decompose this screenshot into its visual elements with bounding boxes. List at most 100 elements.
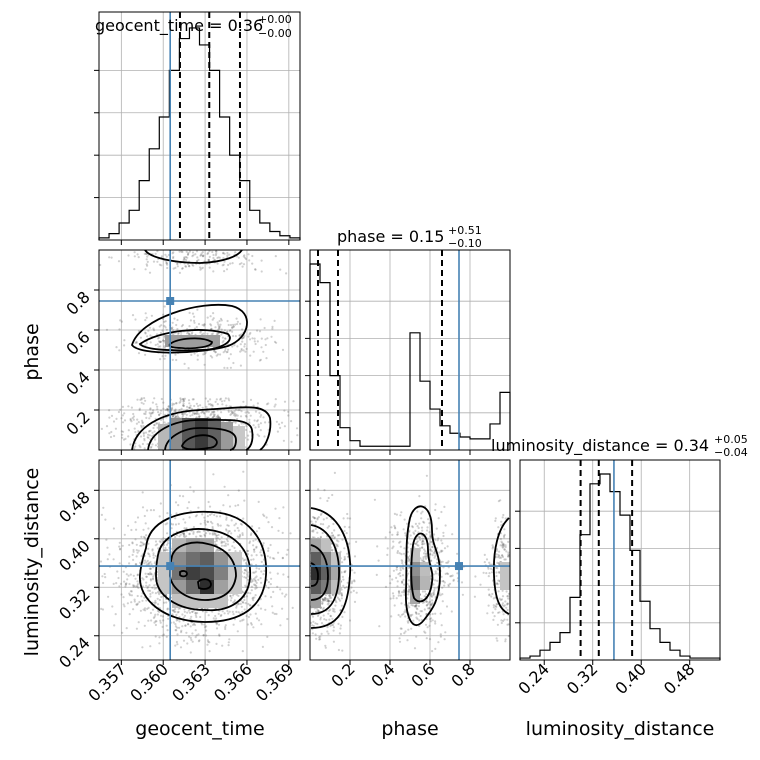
sample-point [318,638,321,641]
sample-point [184,255,188,259]
sample-point [154,343,157,347]
sample-point [101,608,105,611]
sample-point [227,397,230,400]
sample-point [209,520,213,524]
density-cell [165,335,220,347]
sample-point [244,428,248,431]
sample-point [216,409,219,412]
sample-point [149,408,152,411]
sample-point [165,601,168,604]
sample-point [144,268,147,271]
sample-point [225,404,228,407]
sample-point [218,326,221,329]
sample-point [407,602,411,605]
x-tick-label-luminosity-distance: 0.24 [514,659,553,698]
sample-point [399,574,402,578]
sample-point [441,560,444,563]
sample-point [137,549,140,552]
sample-point [216,523,219,526]
sample-point [211,416,214,419]
sample-point [151,443,154,446]
sample-point [211,318,214,321]
sample-point [485,558,489,561]
sample-point [149,567,152,570]
sample-point [226,330,229,333]
sample-point [140,424,143,427]
sample-point [133,427,136,430]
sample-point [252,558,255,561]
sample-point [419,538,422,541]
sample-point [187,251,190,255]
sample-point [214,326,217,329]
sample-point [178,408,181,412]
sample-point [143,397,146,400]
sample-point [227,494,230,497]
sample-point [152,616,155,620]
sample-point [191,255,194,258]
sample-point [165,624,168,627]
sample-point [121,631,124,634]
sample-point [237,409,240,412]
sample-point [141,491,144,494]
sample-point [142,432,145,435]
sample-point [216,414,220,417]
sample-point [159,541,162,544]
sample-point [194,636,197,639]
sample-point [158,515,161,518]
sample-point [506,602,509,605]
sample-point [182,259,185,262]
sample-point [146,260,149,263]
sample-point [112,527,115,530]
xlabel-geocent-time: geocent_time [135,718,264,740]
ylabel-luminosity-distance: luminosity_distance [21,468,43,657]
sample-point [214,614,217,618]
sample-point [329,614,332,618]
sample-point [219,398,222,401]
sample-point [177,504,180,507]
sample-point [384,536,387,539]
sample-point [158,263,161,266]
sample-point [395,568,398,571]
sample-point [247,253,250,256]
sample-point [102,581,105,585]
sample-point [257,425,260,428]
sample-point [134,445,137,448]
sample-point [217,323,220,326]
sample-point [247,434,250,437]
sample-point [194,253,197,256]
sample-point [231,345,234,348]
sample-point [191,610,194,614]
sample-point [171,326,174,329]
sample-point [252,548,256,551]
sample-point [281,607,284,610]
density-cell [186,538,200,552]
sample-point [149,592,152,596]
sample-point [135,341,138,344]
sample-point [123,580,126,583]
sample-point [159,619,162,622]
sample-point [389,597,392,600]
sample-point [486,612,489,615]
sample-point [152,411,155,414]
sample-point [271,605,274,608]
sample-point [216,262,219,265]
sample-point [210,333,213,336]
sample-point [212,312,215,315]
sample-point [144,344,147,347]
sample-point [174,415,178,418]
sample-point [174,353,177,356]
sample-point [492,618,495,622]
sample-point [240,605,243,608]
sample-point [138,600,141,604]
sample-point [256,340,259,343]
sample-point [232,412,235,415]
sample-point [407,628,410,631]
sample-point [205,405,208,408]
sample-point [322,614,325,617]
sample-point [490,595,493,598]
sample-point [428,607,431,610]
sample-point [108,409,111,412]
sample-point [223,399,226,402]
sample-point [233,546,236,550]
sample-point [101,575,104,578]
